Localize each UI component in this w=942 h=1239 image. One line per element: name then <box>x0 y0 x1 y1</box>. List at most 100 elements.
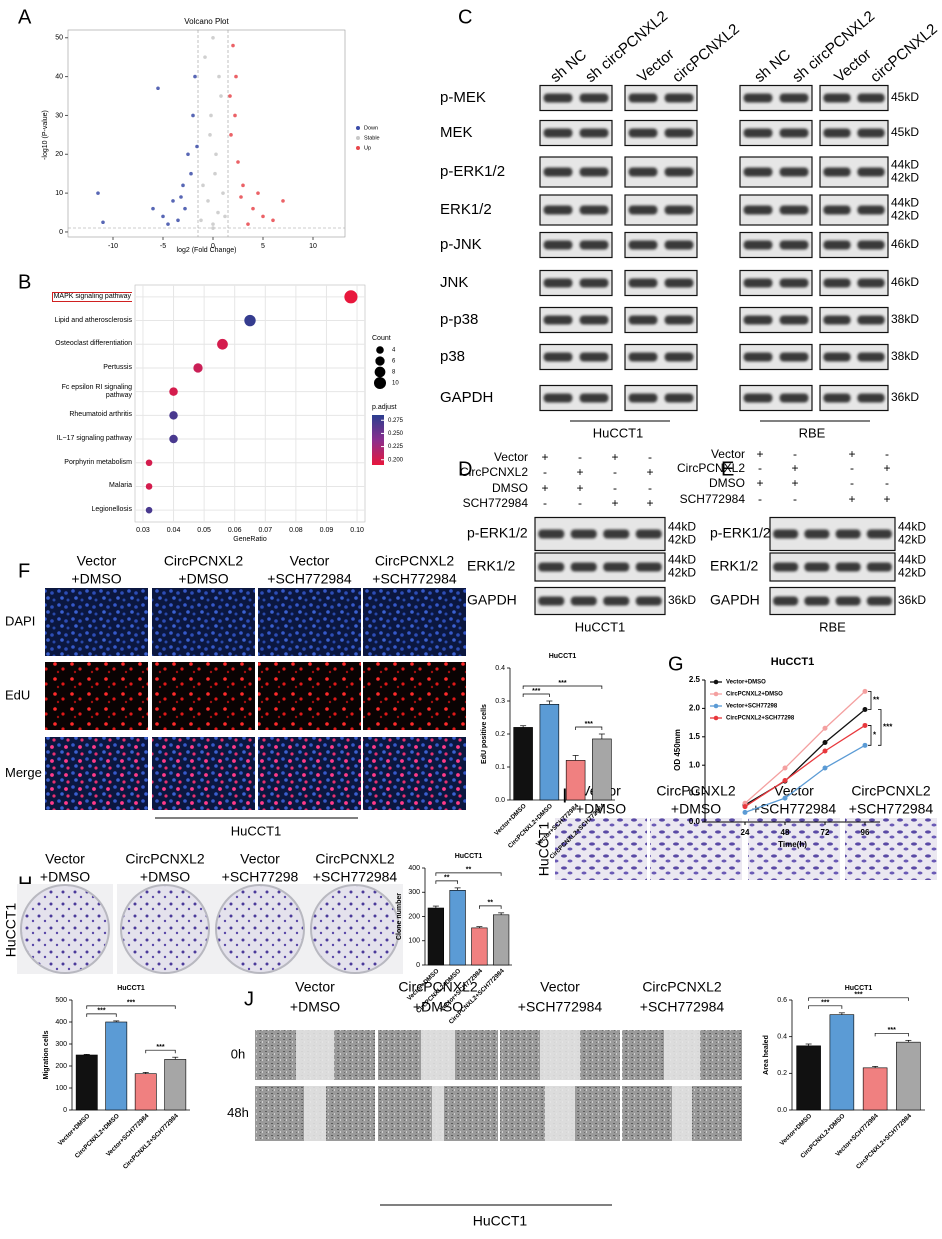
y-axis-label: Migration cells <box>43 1030 50 1079</box>
band <box>743 240 773 250</box>
significance-label: *** <box>127 1000 135 1007</box>
point <box>208 133 212 137</box>
significance-bracket <box>575 726 603 730</box>
y-tick-label: 0 <box>416 962 420 969</box>
y-tick-label: Osteoclast differentiation <box>55 340 132 348</box>
chart-title: Volcano Plot <box>184 17 229 26</box>
y-axis-label: EdU positive cells <box>481 704 488 764</box>
column-label: +SCH772984 <box>313 869 398 885</box>
band <box>664 315 694 325</box>
band <box>579 167 609 177</box>
dot <box>344 290 358 304</box>
row-label: ERK1/2 <box>467 558 515 574</box>
series-marker <box>862 722 868 728</box>
point <box>219 94 223 98</box>
series-marker <box>742 804 748 810</box>
y-tick-label-box: Rheumatoid arthritis <box>69 411 132 418</box>
band <box>779 93 809 103</box>
condition-mark: + <box>576 481 583 495</box>
y-tick-label: 1.0 <box>689 760 701 769</box>
y-tick-label: 0.5 <box>689 789 701 798</box>
row-label: DAPI <box>5 613 35 628</box>
panel-letter: C <box>458 6 472 28</box>
x-tick-label: 0.07 <box>258 527 272 534</box>
legend-marker <box>713 715 719 721</box>
column-label: +SCH772984 <box>752 801 837 817</box>
y-tick-label-box: Lipid and atherosclerosis <box>38 312 132 330</box>
significance-label: *** <box>888 1027 896 1034</box>
condition-mark: - <box>758 461 762 475</box>
significance-bracket <box>435 872 502 876</box>
band <box>773 562 799 572</box>
kd-label: 45kD <box>891 125 919 139</box>
kd-label: 42kD <box>891 171 919 185</box>
point <box>239 195 243 199</box>
y-tick-label: 10 <box>55 190 63 197</box>
chart-title: HuCCT1 <box>549 653 577 660</box>
kd-label: 45kD <box>891 90 919 104</box>
legend-swatch <box>356 126 360 130</box>
band <box>804 596 830 606</box>
point <box>281 199 285 203</box>
colony-plate <box>310 884 400 974</box>
point <box>199 218 203 223</box>
significance-bracket <box>868 725 872 746</box>
band <box>779 167 809 177</box>
column-label: CircPCNXL2 <box>375 553 455 569</box>
dot <box>244 314 256 327</box>
band <box>543 393 573 403</box>
point <box>241 183 245 188</box>
kd-label: 42kD <box>898 566 926 580</box>
dot <box>193 363 203 373</box>
series-marker <box>862 707 868 713</box>
scratch-gap <box>664 1030 700 1080</box>
significance-label: *** <box>821 1000 829 1007</box>
column-label: +SCH772984 <box>640 999 725 1015</box>
column-label: CircPCNXL2 <box>656 783 736 799</box>
bar <box>896 1041 921 1111</box>
point <box>214 152 218 157</box>
legend-label: Vector+DMSO <box>726 680 766 686</box>
point <box>246 222 250 226</box>
row-label: 0h <box>231 1046 245 1061</box>
point <box>223 214 227 219</box>
band <box>743 393 773 403</box>
band <box>823 393 851 403</box>
row-label: p-JNK <box>440 236 482 253</box>
legend-label: Stable <box>364 135 380 141</box>
cell-line-label: HuCCT1 <box>593 425 644 440</box>
significance-bracket <box>522 693 550 697</box>
x-tick-label: 10 <box>309 243 317 250</box>
column-label: +DMSO <box>140 869 190 885</box>
significance-bracket <box>868 690 872 710</box>
y-tick-label: 100 <box>55 1085 67 1092</box>
point <box>193 74 197 79</box>
label-wrap: Lipid and atherosclerosis <box>38 312 132 330</box>
band <box>628 93 658 103</box>
kd-label: 46kD <box>891 275 919 289</box>
x-tick-label: 0.05 <box>197 527 211 534</box>
band <box>538 562 565 572</box>
band <box>823 93 851 103</box>
band <box>866 529 892 539</box>
point <box>203 55 207 59</box>
condition-mark: - <box>885 476 889 490</box>
transwell-image <box>555 818 647 880</box>
point <box>221 191 225 195</box>
micrograph <box>258 588 361 656</box>
y-tick-label: 0.4 <box>777 1034 787 1041</box>
legend-marker <box>713 691 719 697</box>
band <box>835 529 861 539</box>
chart-title: HuCCT1 <box>845 985 873 992</box>
label-wrap: Malaria <box>38 477 132 495</box>
y-tick-label: 0.3 <box>495 698 505 705</box>
y-tick-label: 2.0 <box>689 704 701 713</box>
band <box>664 393 694 403</box>
point <box>213 171 217 176</box>
micrograph <box>152 662 255 730</box>
band <box>579 93 609 103</box>
y-tick-label: 300 <box>408 889 420 896</box>
band <box>857 352 885 362</box>
significance-label: *** <box>854 992 862 999</box>
size-swatch <box>376 346 384 354</box>
